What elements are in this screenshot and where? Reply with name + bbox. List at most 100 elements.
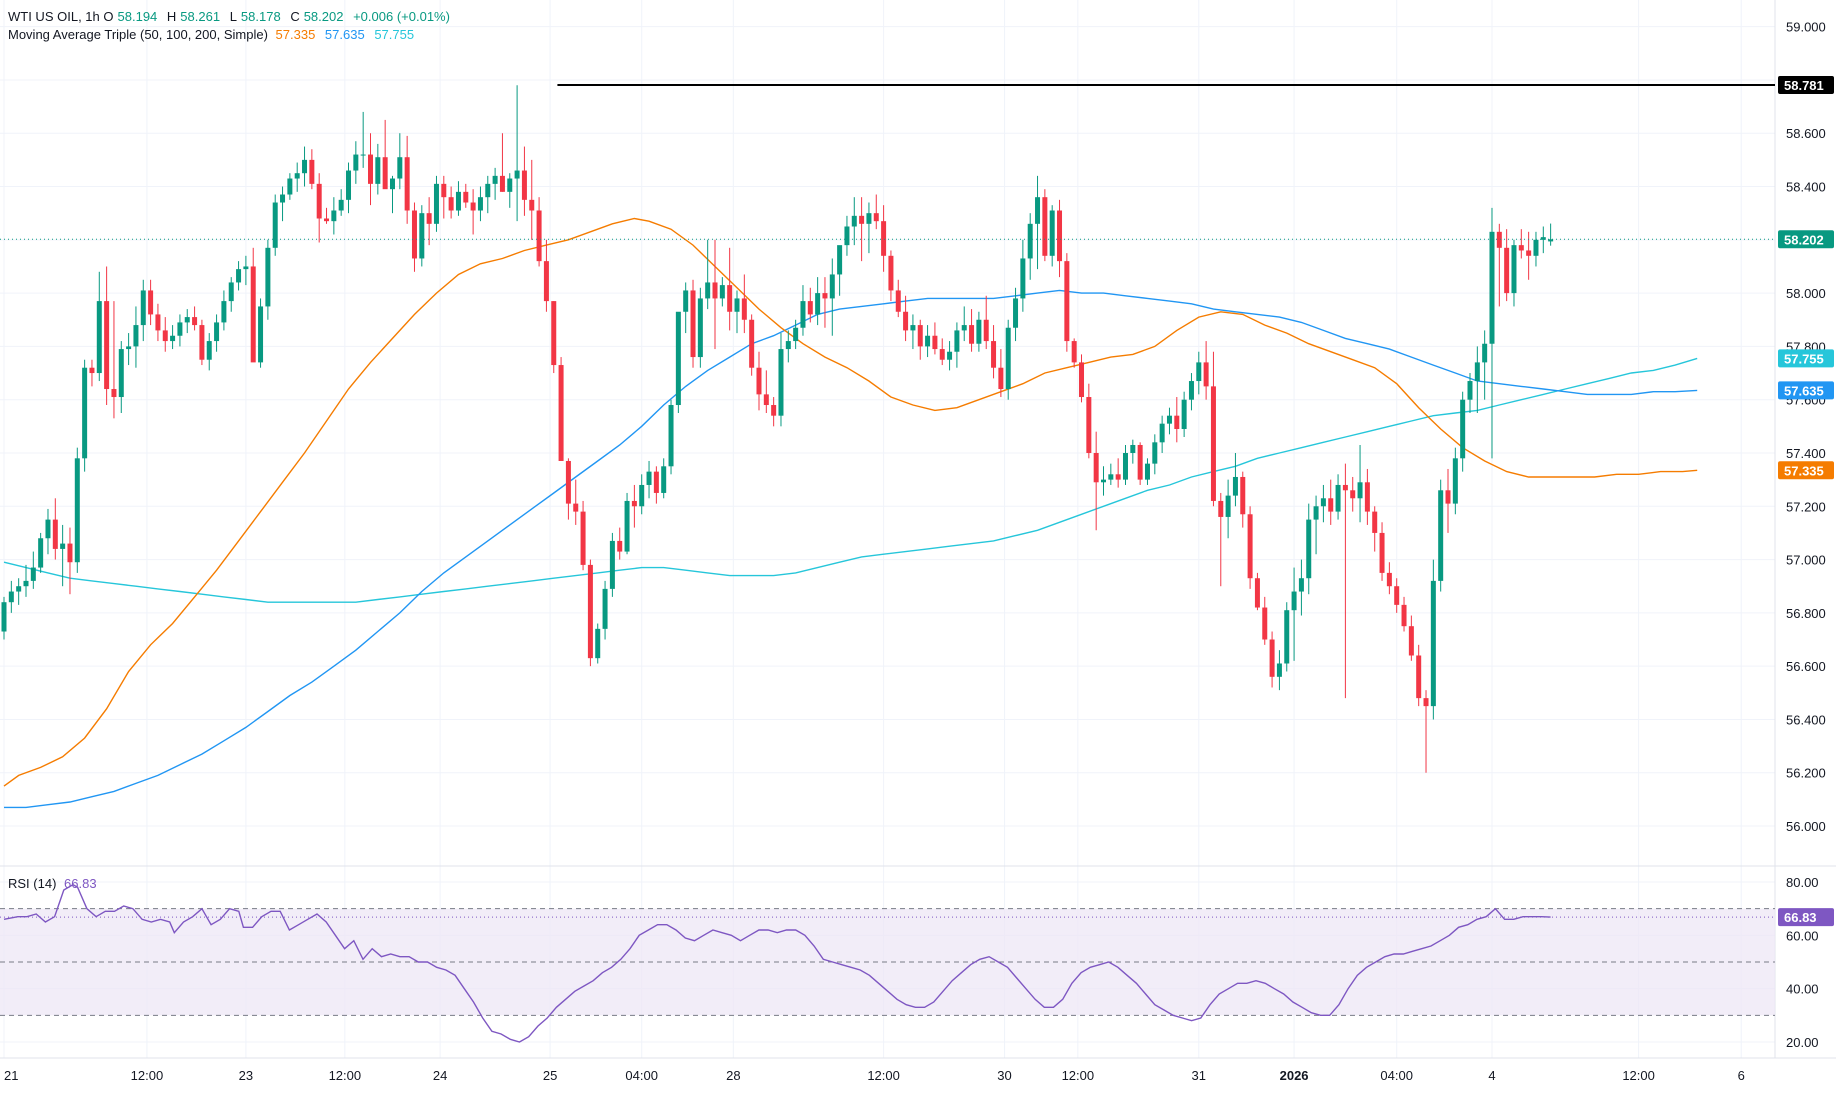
candle xyxy=(492,167,498,200)
candle xyxy=(1218,492,1224,587)
time-axis-label: 31 xyxy=(1192,1068,1206,1083)
ma50-badge-bg xyxy=(1778,461,1834,480)
candle-body xyxy=(463,191,469,203)
candle-body xyxy=(280,194,286,203)
candle xyxy=(1482,330,1488,400)
candle-body xyxy=(1210,386,1216,501)
candle xyxy=(675,311,681,414)
candle xyxy=(433,175,439,232)
candle xyxy=(162,317,168,352)
candle-body xyxy=(881,221,887,256)
candle xyxy=(1210,351,1216,507)
candle-body xyxy=(873,213,879,222)
candle-body xyxy=(1218,500,1224,517)
candle xyxy=(741,274,747,334)
candle-body xyxy=(294,173,300,179)
candle xyxy=(1489,207,1495,459)
candle xyxy=(243,255,249,286)
candle-body xyxy=(258,306,264,363)
candle xyxy=(265,239,271,320)
ma200-value: 57.755 xyxy=(374,27,415,42)
candle xyxy=(338,189,344,216)
candle xyxy=(221,290,227,331)
candle-body xyxy=(155,314,161,331)
candle-body xyxy=(1247,514,1253,579)
ma200-line xyxy=(3,357,1698,603)
candle xyxy=(910,314,916,350)
time-axis-label: 25 xyxy=(543,1068,557,1083)
candle-body xyxy=(866,213,872,224)
candle xyxy=(829,258,835,336)
candle xyxy=(426,197,432,246)
candle-body xyxy=(331,210,337,222)
candle-body xyxy=(807,301,813,315)
candle-body xyxy=(1079,362,1085,398)
candle-body xyxy=(1196,362,1202,382)
candle-body xyxy=(1027,223,1033,259)
candle xyxy=(668,399,674,475)
candle-body xyxy=(16,586,22,592)
candle-body xyxy=(368,154,373,184)
candle-body xyxy=(1020,258,1026,299)
candle xyxy=(631,484,637,528)
candle xyxy=(30,551,36,589)
candle xyxy=(411,202,417,272)
candle xyxy=(280,186,286,222)
last-price-badge-bg xyxy=(1778,230,1834,249)
candle-body xyxy=(1350,490,1356,499)
candle-body xyxy=(683,290,689,312)
time-axis-label: 12:00 xyxy=(329,1068,362,1083)
change-value: +0.006 (+0.01%) xyxy=(353,9,450,24)
time-axis-label: 12:00 xyxy=(1062,1068,1095,1083)
candle-body xyxy=(250,266,256,363)
candle xyxy=(763,370,769,414)
candle-body xyxy=(961,325,967,331)
time-axis-label: 4 xyxy=(1488,1068,1495,1083)
candle xyxy=(521,146,527,216)
rsi-axis-label: 40.00 xyxy=(1786,982,1819,997)
candle-body xyxy=(8,591,14,603)
candle-body xyxy=(67,543,73,563)
candle xyxy=(477,186,483,222)
candle-body xyxy=(917,325,923,347)
candle xyxy=(1504,229,1510,302)
rsi-axis-label: 60.00 xyxy=(1786,928,1819,943)
time-axis-label: 28 xyxy=(726,1068,740,1083)
candle xyxy=(1152,434,1158,475)
candle xyxy=(1188,373,1194,411)
candle xyxy=(214,314,220,352)
symbol-name[interactable]: WTI US OIL xyxy=(8,9,79,24)
price-axis-label: 58.000 xyxy=(1786,286,1826,301)
candle xyxy=(1137,442,1143,485)
candle xyxy=(1093,431,1099,531)
candle-body xyxy=(485,183,491,198)
rsi-axis-label: 20.00 xyxy=(1786,1035,1819,1050)
candle xyxy=(236,261,242,291)
candle-body xyxy=(287,178,293,195)
candle-body xyxy=(859,215,865,224)
candle-body xyxy=(1005,327,1011,390)
candle xyxy=(455,181,461,216)
ma-indicator-name[interactable]: Moving Average Triple (50, 100, 200, Sim… xyxy=(8,27,268,42)
candle-body xyxy=(1401,604,1407,627)
interval-label[interactable]: 1h xyxy=(85,9,100,24)
candle-body xyxy=(514,170,520,179)
candle xyxy=(228,277,234,312)
time-axis-label: 6 xyxy=(1738,1068,1745,1083)
candle-body xyxy=(1225,495,1231,517)
candle-body xyxy=(822,293,828,299)
ma100-badge: 57.635 xyxy=(1784,383,1824,398)
ma100-value: 57.635 xyxy=(324,27,365,42)
candle xyxy=(859,197,865,262)
time-axis-label: 2026 xyxy=(1280,1068,1309,1083)
candle xyxy=(961,306,967,342)
candle-body xyxy=(228,282,234,302)
candle xyxy=(287,173,293,200)
candle xyxy=(822,277,828,328)
candle-body xyxy=(1511,245,1517,294)
candle-body xyxy=(243,266,249,270)
candle xyxy=(302,146,308,187)
rsi-name[interactable]: RSI (14) xyxy=(8,876,57,891)
candle xyxy=(1174,397,1180,443)
